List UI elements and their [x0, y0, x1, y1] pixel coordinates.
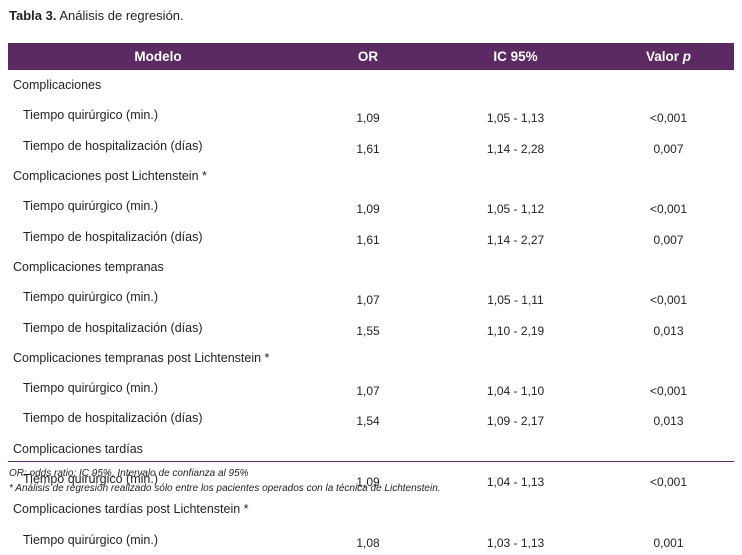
table-row: Tiempo quirúrgico (min.) 1,09 1,04 - 1,13 <…: [8, 464, 734, 494]
p-value-cell: <0,001: [649, 384, 688, 399]
variable-label-cell: Tiempo quirúrgico (min.): [23, 199, 158, 214]
footnotes: OR: odds ratio; IC 95%, Intervalo de con…: [9, 466, 441, 496]
footnote-abbreviations: OR: odds ratio; IC 95%, Intervalo de con…: [9, 468, 249, 479]
or-cell: [308, 494, 428, 524]
table-row: Tiempo de hospitalización (días) 1,61 1,14…: [8, 131, 734, 161]
p-value-cell: [603, 252, 734, 282]
group-label-cell: Complicaciones: [13, 78, 102, 93]
table-row: Tiempo quirúrgico (min.) 1,08 1,03 - 1,13 0…: [8, 524, 734, 554]
ic-cell: 1,05 - 1,13: [486, 111, 545, 126]
header-p-value: Valor p: [603, 43, 734, 70]
ic-cell: 1,09 - 2,17: [486, 414, 545, 429]
table-group-row: Complicaciones post Lichtenstein *: [8, 161, 734, 191]
or-cell: 1,54: [356, 414, 380, 429]
group-label-cell: Complicaciones tardías post Lichtenstein…: [13, 502, 249, 517]
or-cell: [308, 252, 428, 282]
group-label-cell: Complicaciones tardías: [13, 441, 143, 456]
table-group-row: Complicaciones tardías: [8, 434, 734, 464]
p-value-cell: [603, 494, 734, 524]
or-cell: 1,61: [356, 232, 380, 247]
caption-label: Tabla 3.: [9, 8, 57, 23]
caption-text: Análisis de regresión.: [56, 8, 184, 23]
header-p-prefix: Valor: [645, 49, 683, 64]
ic-cell: 1,04 - 1,10: [486, 384, 545, 399]
ic-cell: [428, 494, 603, 524]
table-group-row: Complicaciones tempranas: [8, 252, 734, 282]
variable-label-cell: Tiempo de hospitalización (días): [23, 411, 203, 426]
ic-cell: 1,03 - 1,13: [486, 535, 545, 550]
p-value-cell: [603, 70, 734, 100]
ic-cell: 1,10 - 2,19: [486, 323, 545, 338]
ic-cell: 1,05 - 1,12: [486, 202, 545, 217]
p-value-cell: 0,001: [653, 535, 684, 550]
p-value-cell: [603, 161, 734, 191]
table-row: Tiempo quirúrgico (min.) 1,09 1,05 - 1,12 <…: [8, 191, 734, 221]
table-bottom-rule: [8, 461, 734, 462]
or-cell: 1,55: [356, 323, 380, 338]
header-model: Modelo: [134, 49, 182, 64]
table-row: Tiempo quirúrgico (min.) 1,07 1,05 - 1,11 <…: [8, 282, 734, 312]
or-cell: 1,61: [356, 141, 380, 156]
group-label-cell: Complicaciones tempranas post Lichtenste…: [13, 350, 270, 365]
ic-cell: [428, 252, 603, 282]
p-value-cell: <0,001: [649, 475, 688, 489]
group-label-cell: Complicaciones post Lichtenstein *: [13, 169, 207, 184]
p-value-cell: [603, 434, 734, 464]
variable-label-cell: Tiempo de hospitalización (días): [23, 320, 203, 335]
variable-label-cell: Tiempo de hospitalización (días): [23, 138, 203, 153]
variable-label-cell: Tiempo quirúrgico (min.): [23, 381, 158, 396]
table-row: Tiempo de hospitalización (días) 1,61 1,14…: [8, 221, 734, 251]
ic-cell: [428, 343, 603, 373]
ic-cell: [428, 434, 603, 464]
ic-cell: [428, 161, 603, 191]
p-value-cell: [603, 343, 734, 373]
table-group-row: Complicaciones tardías post Lichtenstein…: [8, 494, 734, 524]
table-row: Tiempo de hospitalización (días) 1,54 1,09…: [8, 403, 734, 433]
table-row: Tiempo quirúrgico (min.) 1,07 1,04 - 1,10 <…: [8, 373, 734, 403]
table-row: Tiempo de hospitalización (días) 1,55 1,10…: [8, 312, 734, 342]
or-cell: 1,09: [356, 202, 380, 217]
header-ic: IC 95%: [493, 49, 538, 64]
p-value-cell: 0,013: [653, 323, 684, 338]
or-cell: [308, 161, 428, 191]
table-group-row: Complicaciones: [8, 70, 734, 100]
variable-label-cell: Tiempo quirúrgico (min.): [23, 108, 158, 123]
p-value-cell: 0,007: [653, 141, 684, 156]
p-value-cell: <0,001: [649, 293, 688, 308]
or-cell: 1,09: [356, 111, 380, 126]
or-cell: [308, 70, 428, 100]
header-or: OR: [357, 49, 379, 64]
ic-cell: 1,14 - 2,28: [486, 141, 545, 156]
ic-cell: 1,05 - 1,11: [487, 293, 544, 308]
p-value-cell: <0,001: [649, 111, 688, 126]
variable-label-cell: Tiempo quirúrgico (min.): [23, 532, 158, 547]
table-row: Tiempo quirúrgico (min.) 1,09 1,05 - 1,13 <…: [8, 100, 734, 130]
p-value-cell: <0,001: [649, 202, 688, 217]
or-cell: 1,07: [356, 384, 380, 399]
ic-cell: [428, 70, 603, 100]
footnote-lichtenstein: * Análisis de regresión realizado sólo e…: [9, 483, 441, 494]
or-cell: [308, 343, 428, 373]
ic-cell: 1,14 - 2,27: [486, 232, 545, 247]
p-value-cell: 0,007: [653, 232, 684, 247]
variable-label-cell: Tiempo de hospitalización (días): [23, 229, 203, 244]
p-value-cell: 0,013: [653, 414, 684, 429]
or-cell: 1,09: [356, 475, 380, 489]
table-caption: Tabla 3. Análisis de regresión.: [9, 7, 184, 25]
variable-label-cell: Tiempo quirúrgico (min.): [23, 290, 158, 305]
table-header-row: Modelo OR IC 95% Valor p: [8, 43, 734, 70]
variable-label-cell: Tiempo quirúrgico (min.): [23, 472, 158, 486]
header-p-italic: p: [682, 49, 692, 64]
or-cell: 1,08: [356, 535, 380, 550]
table-group-row: Complicaciones tempranas post Lichtenste…: [8, 343, 734, 373]
group-label-cell: Complicaciones tempranas: [13, 259, 164, 274]
or-cell: [308, 434, 428, 464]
ic-cell: 1,04 - 1,13: [486, 475, 545, 489]
or-cell: 1,07: [356, 293, 380, 308]
